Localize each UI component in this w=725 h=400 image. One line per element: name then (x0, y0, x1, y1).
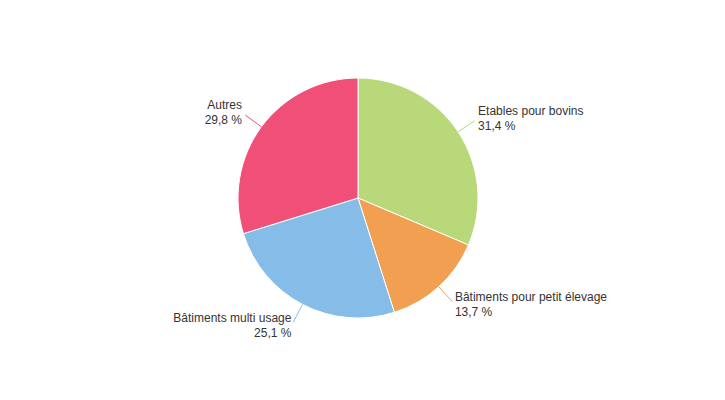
svg-text:Bâtiments multi usage25,1 %: Bâtiments multi usage25,1 % (173, 311, 291, 339)
svg-text:Bâtiments pour petit élevage13: Bâtiments pour petit élevage13,7 % (455, 290, 607, 318)
svg-text:Etables pour bovins31,4 %: Etables pour bovins31,4 % (478, 104, 583, 132)
svg-text:Autres29,8 %: Autres29,8 % (205, 98, 243, 126)
